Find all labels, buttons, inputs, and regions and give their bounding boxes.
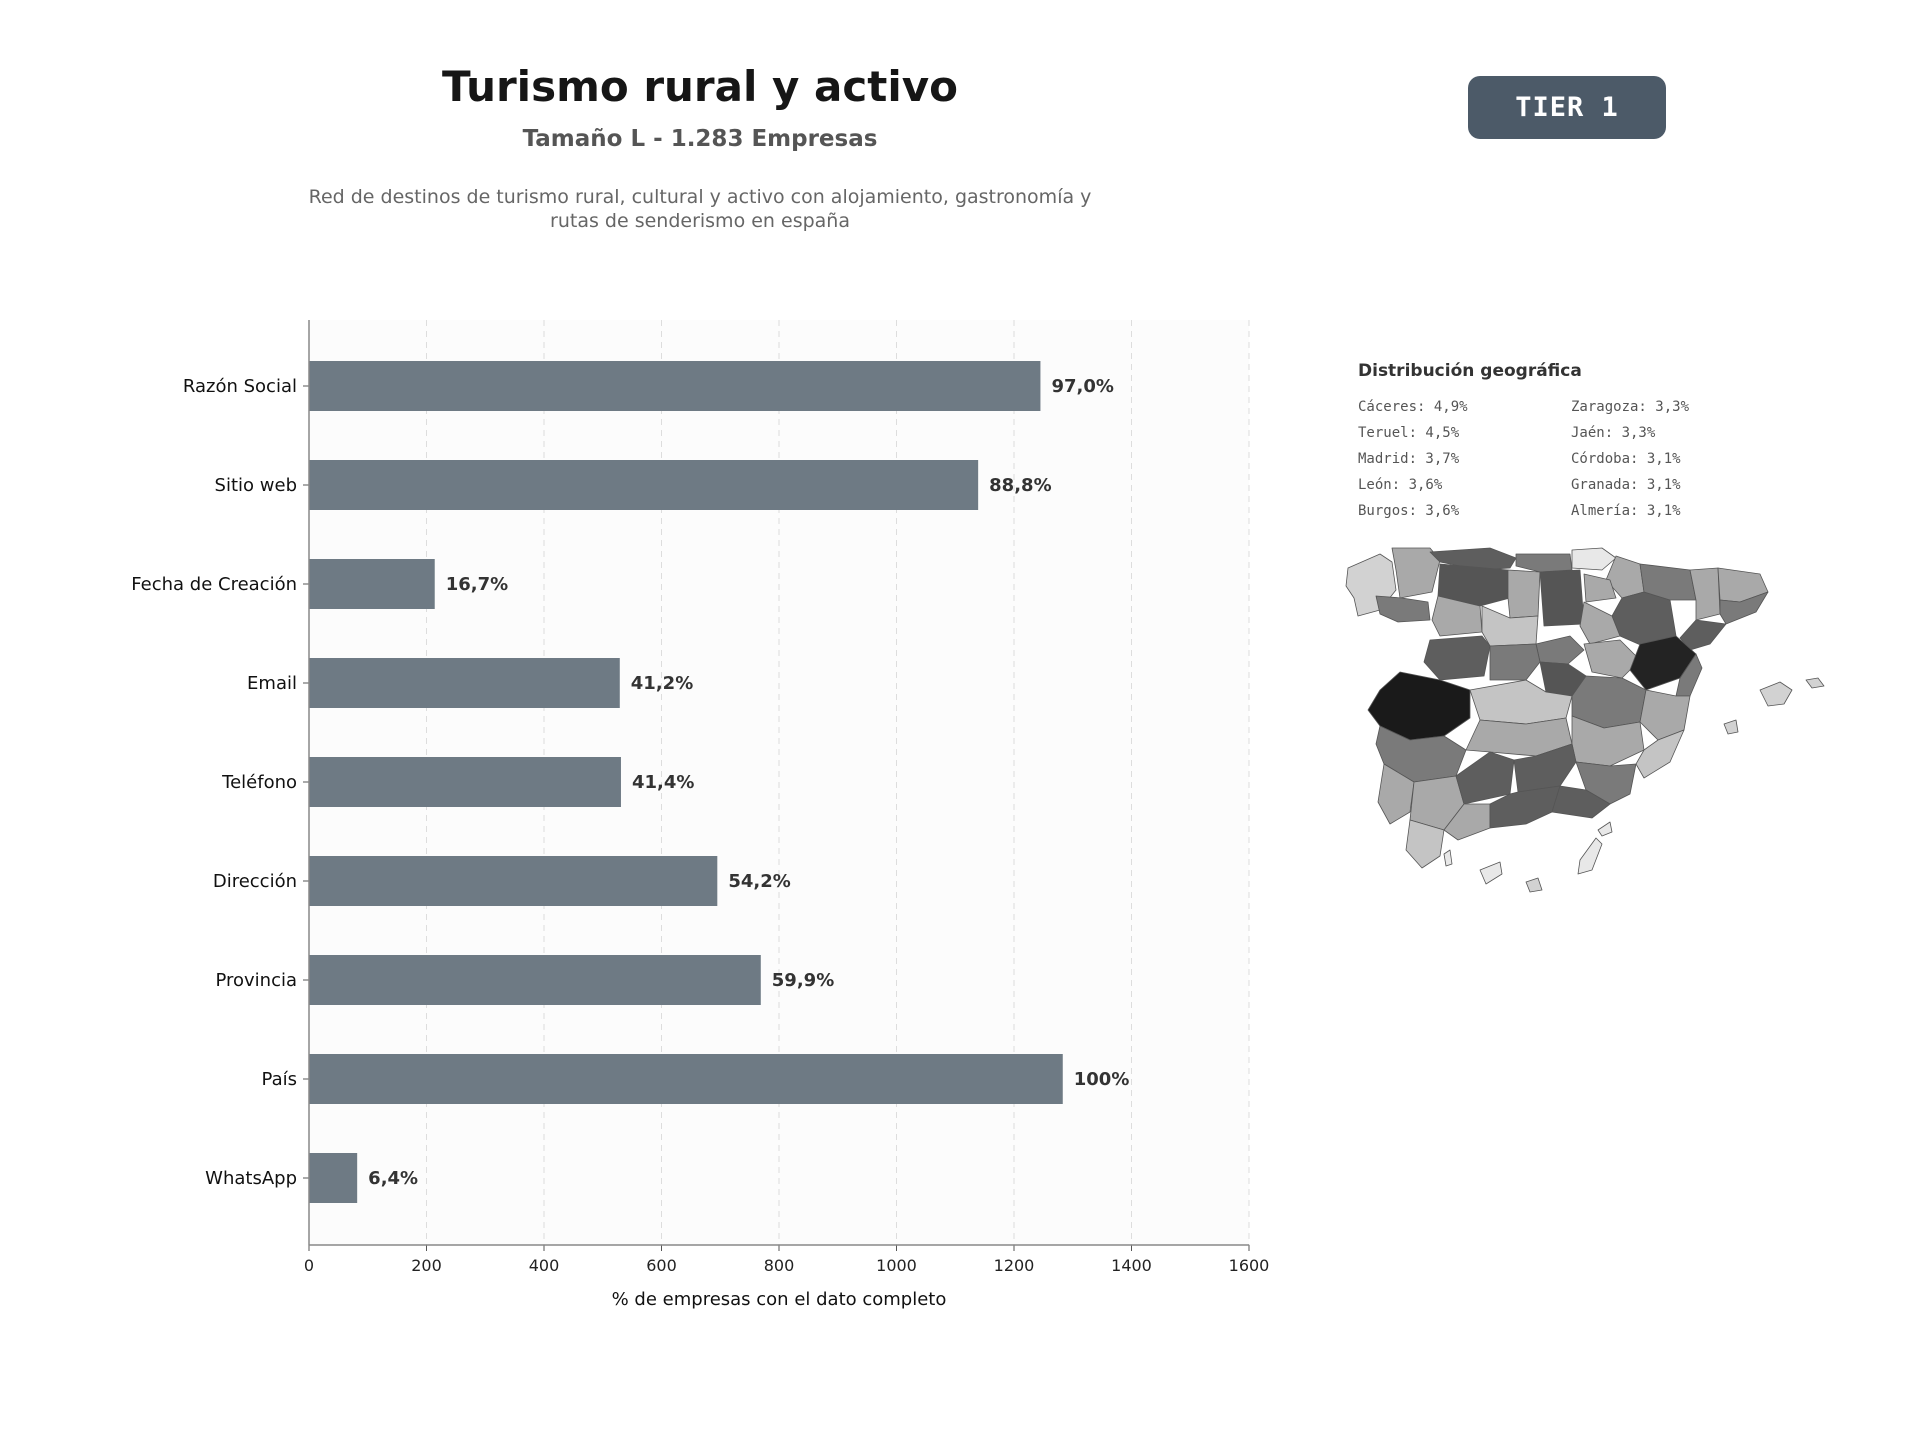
bar-value-label: 54,2%: [728, 871, 790, 892]
bar: [309, 460, 979, 510]
bar: [309, 955, 761, 1005]
map-region-burgos: [1539, 569, 1585, 627]
map-region-tenerife: [1479, 861, 1503, 885]
bar: [309, 856, 718, 906]
bar-value-label: 16,7%: [446, 574, 508, 595]
map-region-basque: [1571, 547, 1617, 571]
bar-value-label: 59,9%: [772, 970, 834, 991]
geo-item: León: 3,6%: [1358, 477, 1443, 493]
bar: [309, 757, 621, 807]
geo-item: Jaén: 3,3%: [1571, 425, 1656, 441]
map-region-caceres: [1367, 671, 1471, 741]
map-region-cantabria: [1515, 553, 1573, 573]
map-region-huesca: [1639, 563, 1697, 601]
x-tick-label: 600: [646, 1256, 677, 1275]
page-description: Red de destinos de turismo rural, cultur…: [308, 186, 1092, 232]
map-region-rioja: [1583, 573, 1617, 603]
x-tick-label: 1200: [994, 1256, 1035, 1275]
bar-value-label: 41,4%: [632, 772, 694, 793]
category-label: País: [262, 1069, 297, 1090]
map-region-cadiz: [1405, 819, 1445, 869]
map-region-asturias: [1429, 547, 1517, 571]
bar-value-label: 6,4%: [368, 1168, 418, 1189]
geo-distribution-list: Cáceres: 4,9% Zaragoza: 3,3% Teruel: 4,5…: [1358, 398, 1798, 521]
category-label: Provincia: [215, 970, 297, 991]
bar-value-label: 88,8%: [989, 475, 1051, 496]
bar: [309, 1153, 358, 1203]
map-region-galicia-south: [1375, 595, 1431, 623]
bar: [309, 361, 1041, 411]
x-tick-label: 1400: [1111, 1256, 1152, 1275]
map-region-leon: [1437, 563, 1511, 607]
bar: [309, 1054, 1063, 1104]
map-region-lleida: [1689, 567, 1721, 621]
map-region-soria: [1579, 601, 1621, 645]
x-tick-label: 1000: [876, 1256, 917, 1275]
map-region-galicia-inland: [1391, 547, 1441, 599]
map-region-mallorca: [1759, 681, 1793, 707]
map-region-almeria: [1551, 785, 1611, 819]
map-region-barcelona: [1719, 591, 1769, 625]
geo-item: Teruel: 4,5%: [1358, 425, 1460, 441]
category-label: Dirección: [213, 871, 297, 892]
map-region-avila: [1489, 643, 1541, 681]
category-label: Teléfono: [221, 772, 297, 793]
map-region-canary-west: [1443, 849, 1453, 867]
map-region-gran-canaria: [1525, 877, 1543, 893]
category-label: Sitio web: [215, 475, 297, 496]
category-label: Razón Social: [183, 376, 297, 397]
geo-item: Cáceres: 4,9%: [1358, 399, 1468, 415]
bar-value-label: 97,0%: [1051, 376, 1113, 397]
map-region-lanzarote: [1597, 821, 1613, 837]
category-label: WhatsApp: [205, 1168, 297, 1189]
page-subtitle: Tamaño L - 1.283 Empresas: [522, 126, 878, 152]
geo-item: Burgos: 3,6%: [1358, 503, 1460, 519]
category-label: Email: [247, 673, 297, 694]
map-region-palencia: [1507, 569, 1541, 619]
x-tick-label: 200: [411, 1256, 442, 1275]
map-region-huelva: [1377, 763, 1415, 825]
x-tick-label: 800: [764, 1256, 795, 1275]
map-region-segovia: [1535, 635, 1585, 665]
geo-item: Almería: 3,1%: [1571, 503, 1681, 519]
geo-item: Madrid: 3,7%: [1358, 451, 1460, 467]
geo-item: Granada: 3,1%: [1571, 477, 1681, 493]
geo-distribution-title: Distribución geográfica: [1358, 361, 1582, 381]
completeness-bar-chart: 0 200 400 600 800 1000 1200 1400 1600 Razón Socia…: [131, 320, 1270, 1310]
bar-value-label: 100%: [1074, 1069, 1130, 1090]
x-tick-label: 400: [529, 1256, 560, 1275]
map-region-fuerteventura: [1577, 837, 1603, 875]
bar: [309, 658, 620, 708]
bar-value-label: 41,2%: [631, 673, 693, 694]
map-region-salamanca: [1423, 635, 1491, 681]
map-region-cordoba: [1455, 751, 1515, 805]
category-label: Fecha de Creación: [131, 574, 297, 595]
geo-item: Zaragoza: 3,3%: [1571, 399, 1690, 415]
map-region-ibiza: [1723, 719, 1739, 735]
map-region-zamora: [1431, 595, 1483, 637]
spain-province-map: [1345, 547, 1825, 893]
x-tick-label: 0: [304, 1256, 314, 1275]
map-region-castellon: [1675, 653, 1703, 697]
map-region-menorca: [1805, 677, 1825, 689]
bar: [309, 559, 435, 609]
tier-badge: TIER 1: [1468, 76, 1666, 139]
x-tick-label: 1600: [1229, 1256, 1270, 1275]
x-axis-label: % de empresas con el dato completo: [612, 1289, 947, 1310]
geo-item: Córdoba: 3,1%: [1571, 451, 1681, 467]
page-title: Turismo rural y activo: [442, 62, 958, 111]
map-region-tarragona: [1679, 619, 1727, 651]
